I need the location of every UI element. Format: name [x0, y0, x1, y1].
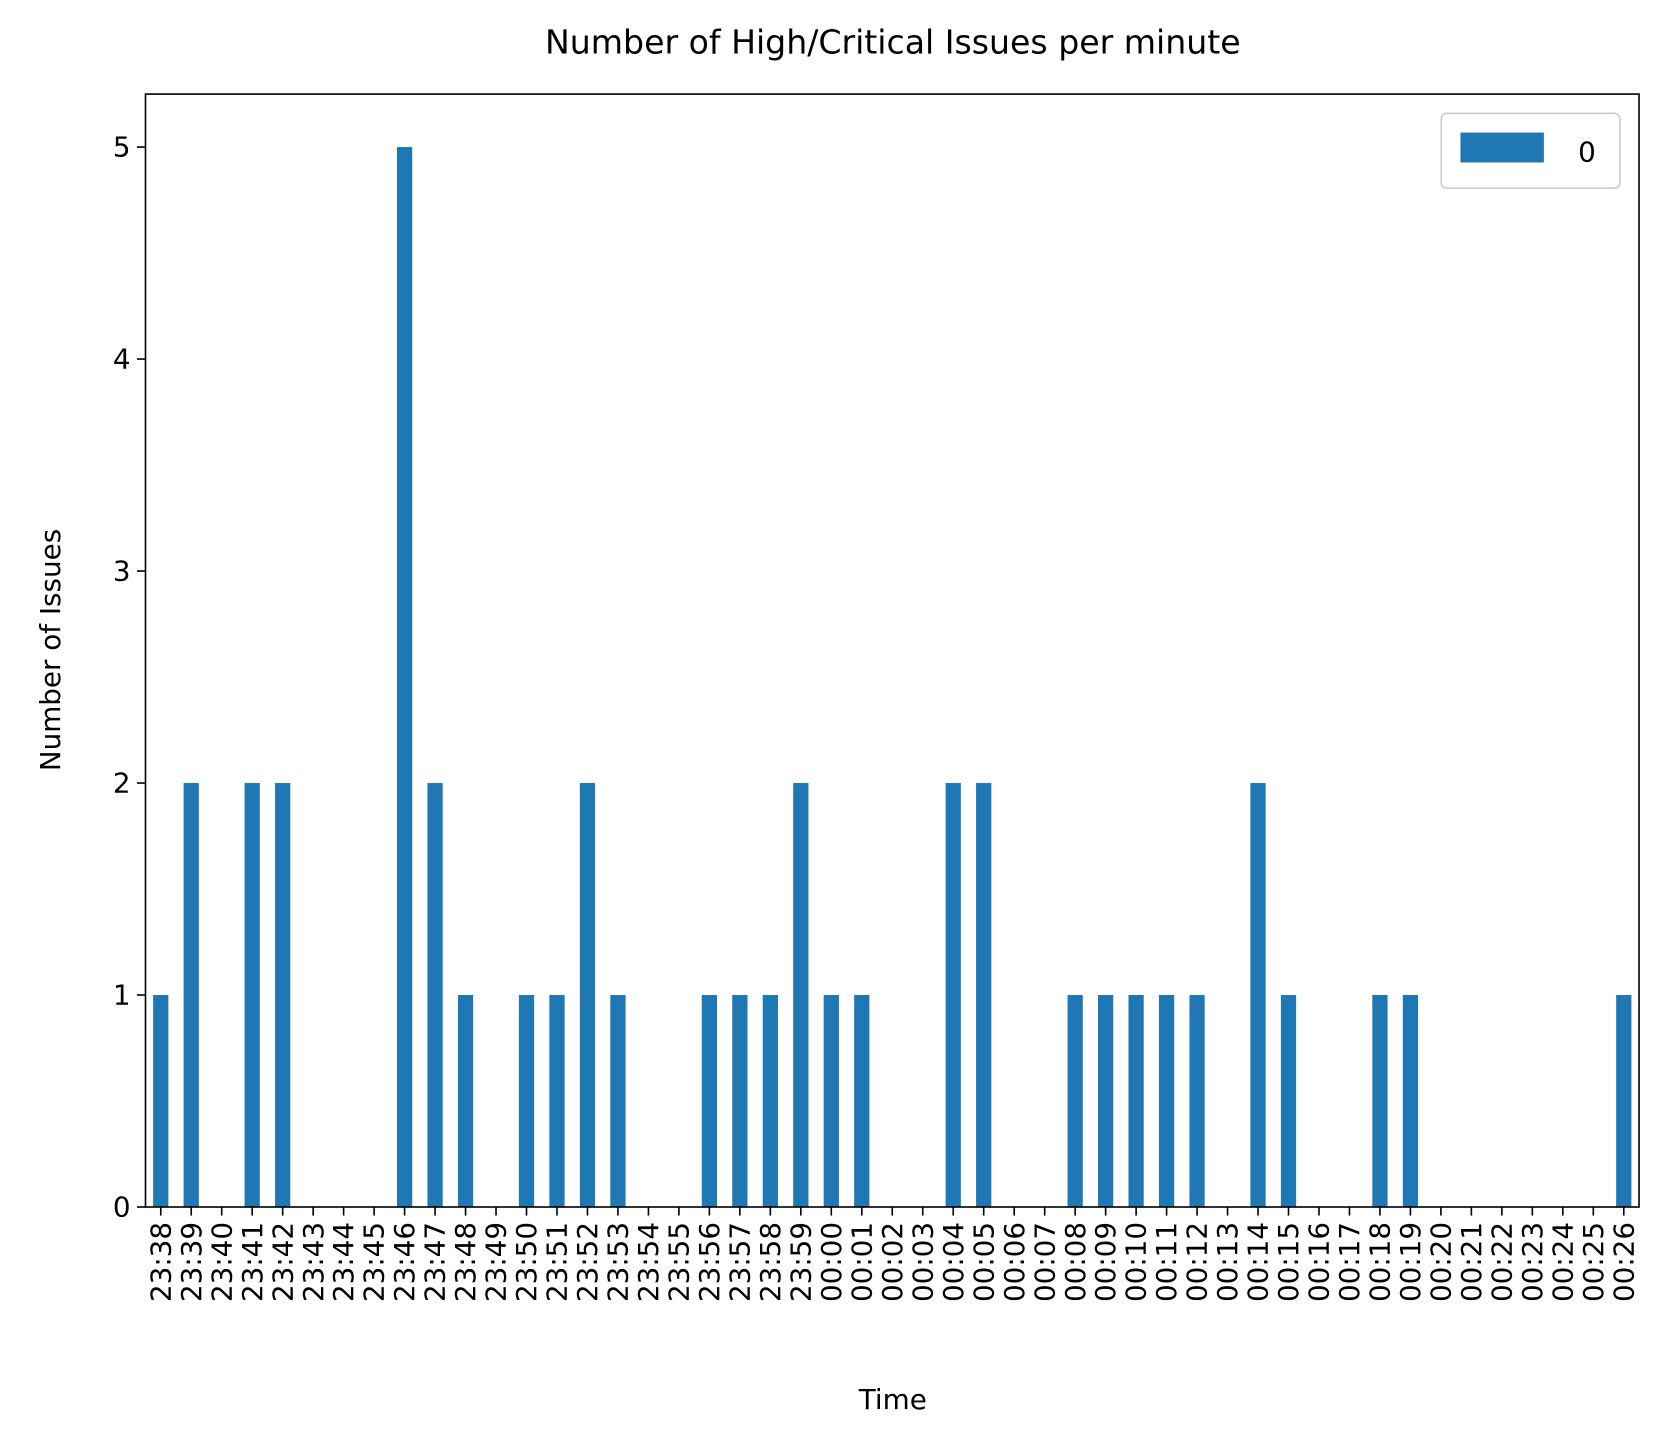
x-tick-label: 23:49	[480, 1222, 513, 1302]
bar	[1402, 995, 1419, 1208]
x-tick-label: 00:05	[967, 1222, 1000, 1302]
bar	[793, 783, 809, 1208]
bar	[153, 995, 169, 1208]
x-tick-label: 00:04	[937, 1222, 970, 1302]
x-tick-label: 23:58	[754, 1222, 787, 1302]
x-tick-label: 00:15	[1272, 1222, 1305, 1302]
x-tick-label: 23:54	[632, 1222, 665, 1302]
x-tick-label: 23:44	[327, 1222, 360, 1302]
x-tick-label: 23:46	[388, 1222, 421, 1302]
bar	[610, 995, 626, 1208]
bar	[1280, 995, 1297, 1208]
bar	[1250, 783, 1266, 1208]
bar	[732, 995, 748, 1208]
x-tick-label: 23:50	[510, 1222, 543, 1302]
x-tick-label: 00:07	[1028, 1222, 1061, 1302]
x-tick-label: 23:45	[358, 1222, 391, 1302]
x-tick-label: 00:09	[1089, 1222, 1122, 1302]
bar	[244, 783, 260, 1208]
x-tick-label: 00:00	[815, 1222, 848, 1302]
bar	[549, 995, 565, 1208]
x-tick-label: 00:17	[1333, 1222, 1366, 1302]
x-tick-label: 00:08	[1059, 1222, 1092, 1302]
bar	[854, 995, 870, 1208]
y-tick-label: 2	[113, 767, 131, 800]
x-tick-label: 23:57	[723, 1222, 756, 1302]
x-tick-label: 00:24	[1546, 1222, 1579, 1302]
legend-label: 0	[1578, 135, 1596, 168]
bar	[457, 995, 474, 1208]
x-tick-label: 00:06	[998, 1222, 1031, 1302]
x-tick-label: 23:42	[266, 1222, 299, 1302]
legend-swatch	[1460, 132, 1544, 163]
x-tick-label: 00:02	[876, 1222, 909, 1302]
x-tick-label: 00:20	[1425, 1222, 1458, 1302]
bar	[1098, 995, 1114, 1208]
x-tick-label: 23:41	[236, 1222, 269, 1302]
x-tick-label: 23:47	[419, 1222, 452, 1302]
x-tick-label: 23:56	[693, 1222, 726, 1302]
x-tick-label: 00:11	[1150, 1222, 1183, 1302]
x-tick-label: 00:10	[1120, 1222, 1153, 1302]
x-tick-label: 00:14	[1242, 1222, 1275, 1302]
x-tick-label: 00:18	[1364, 1222, 1397, 1302]
y-axis-label: Number of Issues	[34, 529, 67, 771]
bar	[762, 995, 778, 1208]
bar	[427, 783, 443, 1208]
x-tick-label: 23:40	[205, 1222, 238, 1302]
x-tick-label: 00:03	[906, 1222, 939, 1302]
x-tick-label: 00:21	[1455, 1222, 1488, 1302]
x-tick-label: 23:52	[571, 1222, 604, 1302]
x-tick-label: 23:53	[602, 1222, 635, 1302]
bar	[701, 995, 718, 1208]
y-tick-label: 0	[113, 1191, 131, 1224]
bar	[1128, 995, 1144, 1208]
x-tick-label: 00:16	[1303, 1222, 1336, 1302]
x-tick-label: 23:43	[297, 1222, 330, 1302]
x-tick-label: 00:12	[1181, 1222, 1214, 1302]
bar	[945, 783, 961, 1208]
x-tick-label: 00:22	[1485, 1222, 1518, 1302]
plot-frame	[144, 93, 1640, 1208]
x-tick-label: 00:19	[1394, 1222, 1427, 1302]
x-tick-label: 23:55	[663, 1222, 696, 1302]
x-tick-label: 23:38	[144, 1222, 177, 1302]
bar	[1158, 995, 1175, 1208]
x-tick-label: 00:26	[1607, 1222, 1640, 1302]
x-tick-label: 23:39	[175, 1222, 208, 1302]
bar	[1372, 995, 1388, 1208]
bar	[976, 783, 992, 1208]
x-tick-label: 23:51	[541, 1222, 574, 1302]
x-tick-label: 23:59	[784, 1222, 817, 1302]
y-tick-label: 4	[113, 343, 131, 376]
bar	[1067, 995, 1083, 1208]
bar	[183, 783, 199, 1208]
y-tick-label: 3	[113, 555, 131, 588]
x-tick-label: 00:25	[1577, 1222, 1610, 1302]
x-tick-label: 00:13	[1211, 1222, 1244, 1302]
bar	[1616, 995, 1632, 1208]
bar	[579, 783, 596, 1208]
x-tick-label: 00:01	[845, 1222, 878, 1302]
x-tick-label: 23:48	[449, 1222, 482, 1302]
y-tick-label: 5	[113, 131, 131, 164]
bar	[518, 995, 535, 1208]
bar	[1189, 995, 1205, 1208]
bar	[275, 783, 291, 1208]
bar	[396, 147, 413, 1208]
bar	[823, 995, 839, 1208]
x-tick-label: 00:23	[1516, 1222, 1549, 1302]
y-tick-label: 1	[113, 979, 131, 1012]
chart-title: Number of High/Critical Issues per minut…	[545, 22, 1241, 61]
x-axis-label: Time	[858, 1383, 927, 1416]
